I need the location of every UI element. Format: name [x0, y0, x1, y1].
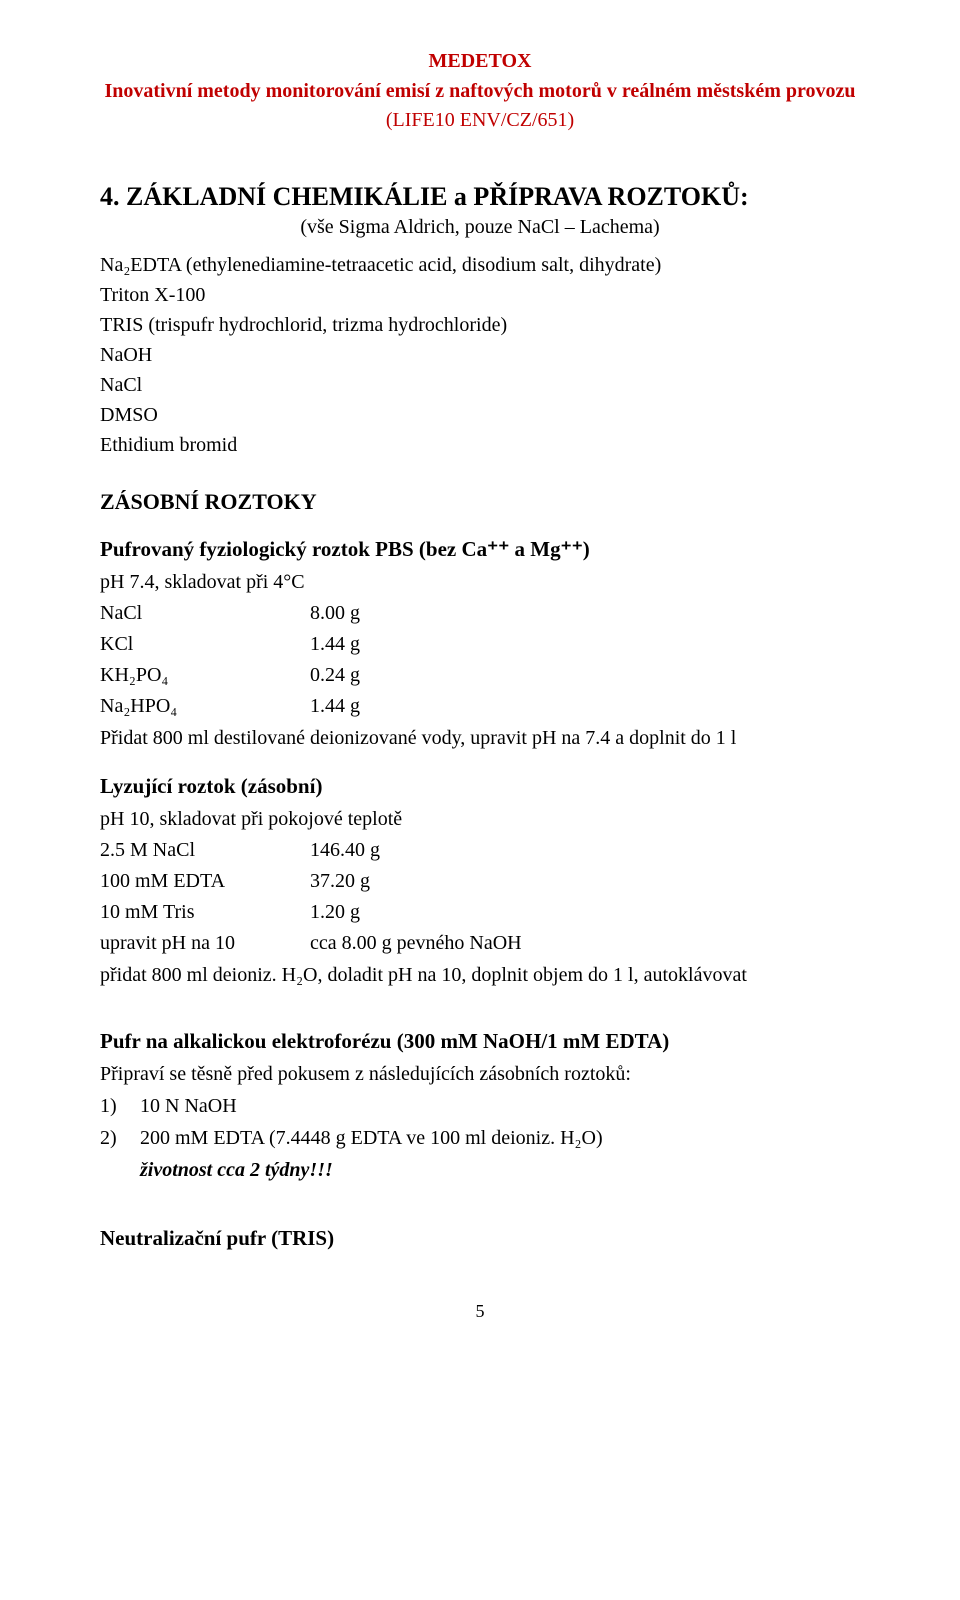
neutral-heading: Neutralizační pufr (TRIS)	[100, 1226, 860, 1251]
pbs-row: KH₂PO₄ 0.24 g	[100, 660, 860, 691]
lysis-row: 2.5 M NaCl 146.40 g	[100, 835, 860, 866]
alk-text-1: 10 N NaOH	[140, 1090, 860, 1122]
lysis-heading: Lyzující roztok (zásobní)	[100, 774, 860, 799]
lysis-tail: přidat 800 ml deioniz. H₂O, doladit pH n…	[100, 961, 860, 989]
chem-line-2: Triton X-100	[100, 281, 860, 309]
pbs-value: 1.44 g	[310, 691, 860, 722]
pbs-row: NaCl 8.00 g	[100, 598, 860, 629]
lysis-row: 10 mM Tris 1.20 g	[100, 897, 860, 928]
lysis-ph-line: pH 10, skladovat při pokojové teplotě	[100, 805, 860, 833]
pbs-value: 1.44 g	[310, 629, 860, 660]
alk-text-2a: 200 mM EDTA (7.4448 g EDTA ve 100 ml dei…	[140, 1127, 603, 1149]
pbs-compound: KCl	[100, 629, 310, 660]
lysis-compound: 100 mM EDTA	[100, 866, 310, 897]
lysis-value: cca 8.00 g pevného NaOH	[310, 928, 860, 959]
pbs-heading: Pufrovaný fyziologický roztok PBS (bez C…	[100, 537, 860, 562]
stock-heading: ZÁSOBNÍ ROZTOKY	[100, 489, 860, 515]
page-container: MEDETOX Inovativní metody monitorování e…	[0, 0, 960, 1382]
lysis-row: 100 mM EDTA 37.20 g	[100, 866, 860, 897]
pbs-compound: KH₂PO₄	[100, 660, 310, 691]
pbs-ph-line: pH 7.4, skladovat při 4°C	[100, 568, 860, 596]
header-title: MEDETOX	[100, 50, 860, 73]
pbs-compound: NaCl	[100, 598, 310, 629]
pbs-value: 0.24 g	[310, 660, 860, 691]
lysis-value: 1.20 g	[310, 897, 860, 928]
alk-num-1: 1)	[100, 1090, 140, 1122]
lysis-value: 146.40 g	[310, 835, 860, 866]
lysis-compound: upravit pH na 10	[100, 928, 310, 959]
pbs-row: Na₂HPO₄ 1.44 g	[100, 691, 860, 722]
document-header: MEDETOX Inovativní metody monitorování e…	[100, 50, 860, 132]
header-code: (LIFE10 ENV/CZ/651)	[100, 109, 860, 132]
chem-line-1: Na₂EDTA (ethylenediamine-tetraacetic aci…	[100, 251, 860, 279]
pbs-row: KCl 1.44 g	[100, 629, 860, 660]
alk-text-2: 200 mM EDTA (7.4448 g EDTA ve 100 ml dei…	[140, 1122, 860, 1186]
lysis-compound: 10 mM Tris	[100, 897, 310, 928]
pbs-value: 8.00 g	[310, 598, 860, 629]
page-number: 5	[100, 1301, 860, 1322]
alk-item-2: 2) 200 mM EDTA (7.4448 g EDTA ve 100 ml …	[100, 1122, 860, 1186]
chem-line-7: Ethidium bromid	[100, 431, 860, 459]
section-4-note: (vše Sigma Aldrich, pouze NaCl – Lachema…	[100, 216, 860, 239]
lysis-value: 37.20 g	[310, 866, 860, 897]
pbs-heading-mid: bez Ca⁺⁺ a Mg⁺⁺	[426, 537, 583, 561]
section-4-heading: 4. ZÁKLADNÍ CHEMIKÁLIE a PŘÍPRAVA ROZTOK…	[100, 182, 860, 212]
pbs-tail: Přidat 800 ml destilované deionizované v…	[100, 724, 860, 752]
chem-line-5: NaCl	[100, 371, 860, 399]
pbs-compound: Na₂HPO₄	[100, 691, 310, 722]
chem-line-6: DMSO	[100, 401, 860, 429]
alk-item-1: 1) 10 N NaOH	[100, 1090, 860, 1122]
alk-text-2b: životnost cca 2 týdny!!!	[140, 1159, 333, 1181]
alk-line: Připraví se těsně před pokusem z následu…	[100, 1060, 860, 1088]
lysis-compound: 2.5 M NaCl	[100, 835, 310, 866]
chem-line-3: TRIS (trispufr hydrochlorid, trizma hydr…	[100, 311, 860, 339]
pbs-heading-pre: Pufrovaný fyziologický roztok PBS (	[100, 537, 426, 561]
alk-num-2: 2)	[100, 1122, 140, 1186]
chem-line-4: NaOH	[100, 341, 860, 369]
lysis-row: upravit pH na 10 cca 8.00 g pevného NaOH	[100, 928, 860, 959]
pbs-heading-post: )	[583, 537, 590, 561]
alk-heading: Pufr na alkalickou elektroforézu (300 mM…	[100, 1029, 860, 1054]
header-subtitle: Inovativní metody monitorování emisí z n…	[100, 77, 860, 105]
